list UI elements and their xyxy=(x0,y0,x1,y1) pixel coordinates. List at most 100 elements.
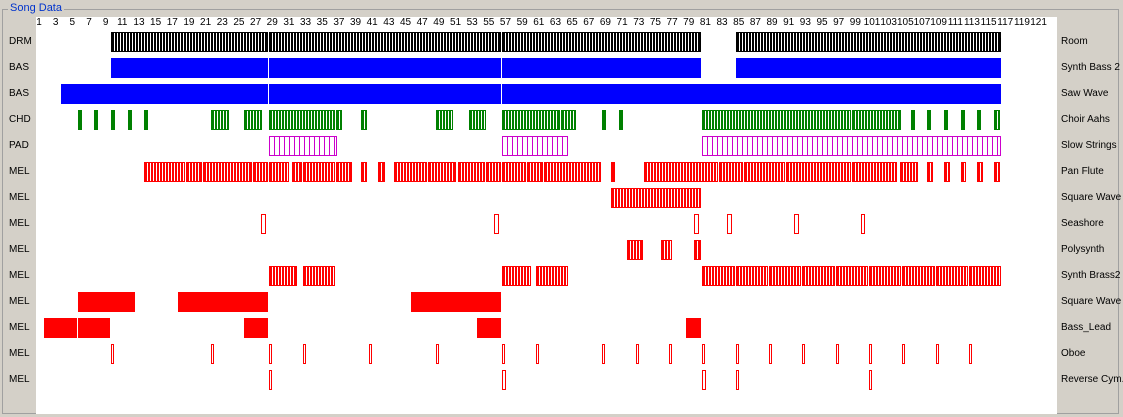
track-block[interactable] xyxy=(644,162,719,182)
track-block[interactable] xyxy=(735,344,739,364)
track-block[interactable] xyxy=(993,162,1000,182)
track-block[interactable] xyxy=(435,110,454,130)
track-block[interactable] xyxy=(702,344,706,364)
track-block[interactable] xyxy=(943,162,950,182)
track-block[interactable] xyxy=(502,110,560,130)
track-block[interactable] xyxy=(252,162,269,182)
track-block[interactable] xyxy=(144,162,185,182)
track-block[interactable] xyxy=(935,266,968,286)
track-block[interactable] xyxy=(685,318,702,338)
track-block[interactable] xyxy=(302,162,335,182)
track-block[interactable] xyxy=(60,84,269,104)
track-block[interactable] xyxy=(485,162,502,182)
track-block[interactable] xyxy=(269,84,502,104)
track-block[interactable] xyxy=(210,110,230,130)
track-block[interactable] xyxy=(502,136,569,156)
track-block[interactable] xyxy=(968,344,972,364)
track-block[interactable] xyxy=(94,110,99,130)
track-block[interactable] xyxy=(335,162,352,182)
track-block[interactable] xyxy=(110,344,114,364)
track-block[interactable] xyxy=(835,344,839,364)
track-block[interactable] xyxy=(852,110,902,130)
track-block[interactable] xyxy=(77,292,135,312)
track-block[interactable] xyxy=(360,162,367,182)
track-block[interactable] xyxy=(427,162,456,182)
track-block[interactable] xyxy=(360,110,367,130)
track-block[interactable] xyxy=(902,344,906,364)
track-block[interactable] xyxy=(269,344,273,364)
track-block[interactable] xyxy=(899,162,918,182)
track-block[interactable] xyxy=(502,344,506,364)
track-block[interactable] xyxy=(410,292,502,312)
track-block[interactable] xyxy=(702,136,1002,156)
track-block[interactable] xyxy=(502,266,531,286)
track-block[interactable] xyxy=(369,344,373,364)
track-block[interactable] xyxy=(269,370,273,390)
track-block[interactable] xyxy=(502,58,702,78)
track-block[interactable] xyxy=(702,370,706,390)
track-block[interactable] xyxy=(269,136,338,156)
track-block[interactable] xyxy=(535,344,539,364)
track-block[interactable] xyxy=(502,32,702,52)
track-block[interactable] xyxy=(993,110,1000,130)
track-block[interactable] xyxy=(127,110,132,130)
track-block[interactable] xyxy=(477,318,502,338)
track-block[interactable] xyxy=(719,162,744,182)
track-block[interactable] xyxy=(735,58,1002,78)
track-block[interactable] xyxy=(110,32,269,52)
track-block[interactable] xyxy=(977,110,982,130)
track-block[interactable] xyxy=(494,214,499,234)
track-block[interactable] xyxy=(502,84,1002,104)
track-block[interactable] xyxy=(244,110,262,130)
track-block[interactable] xyxy=(544,162,602,182)
track-block[interactable] xyxy=(377,162,385,182)
track-block[interactable] xyxy=(185,162,202,182)
track-block[interactable] xyxy=(927,162,933,182)
track-block[interactable] xyxy=(727,214,733,234)
track-block[interactable] xyxy=(110,58,269,78)
track-block[interactable] xyxy=(602,110,607,130)
track-block[interactable] xyxy=(560,110,577,130)
track-block[interactable] xyxy=(977,162,983,182)
track-block[interactable] xyxy=(619,110,624,130)
track-block[interactable] xyxy=(202,162,252,182)
track-block[interactable] xyxy=(794,214,799,234)
track-block[interactable] xyxy=(610,188,702,208)
track-block[interactable] xyxy=(335,110,342,130)
track-block[interactable] xyxy=(802,344,806,364)
track-block[interactable] xyxy=(610,162,615,182)
track-block[interactable] xyxy=(735,32,1002,52)
track-block[interactable] xyxy=(769,344,773,364)
track-block[interactable] xyxy=(935,344,939,364)
track-block[interactable] xyxy=(110,110,115,130)
track-block[interactable] xyxy=(852,162,898,182)
track-block[interactable] xyxy=(660,240,673,260)
track-block[interactable] xyxy=(527,162,544,182)
track-block[interactable] xyxy=(269,58,502,78)
track-block[interactable] xyxy=(869,370,873,390)
track-block[interactable] xyxy=(77,318,110,338)
track-block[interactable] xyxy=(291,162,302,182)
track-block[interactable] xyxy=(602,344,606,364)
track-block[interactable] xyxy=(302,266,335,286)
track-block[interactable] xyxy=(269,162,290,182)
track-block[interactable] xyxy=(210,344,214,364)
track-block[interactable] xyxy=(735,266,769,286)
track-block[interactable] xyxy=(960,110,965,130)
track-block[interactable] xyxy=(144,110,149,130)
track-block[interactable] xyxy=(910,110,915,130)
track-block[interactable] xyxy=(469,110,487,130)
track-block[interactable] xyxy=(702,266,735,286)
track-block[interactable] xyxy=(458,162,485,182)
track-block[interactable] xyxy=(943,110,948,130)
track-block[interactable] xyxy=(260,214,266,234)
track-block[interactable] xyxy=(769,266,802,286)
track-block[interactable] xyxy=(744,162,785,182)
track-block[interactable] xyxy=(869,344,872,364)
track-block[interactable] xyxy=(627,240,644,260)
track-block[interactable] xyxy=(77,110,82,130)
track-block[interactable] xyxy=(860,214,866,234)
track-block[interactable] xyxy=(302,344,306,364)
track-block[interactable] xyxy=(694,240,702,260)
track-block[interactable] xyxy=(269,266,298,286)
